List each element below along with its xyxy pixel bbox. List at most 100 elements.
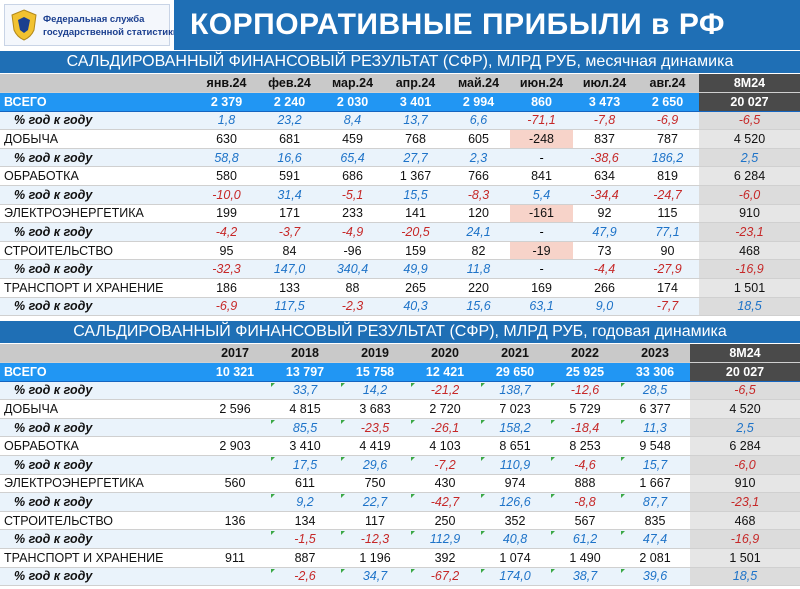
table-cell: 560 bbox=[200, 474, 270, 494]
table-cell: 159 bbox=[384, 241, 447, 261]
table-cell: 11,3 bbox=[620, 418, 690, 438]
table-cell: -1,5 bbox=[270, 529, 340, 550]
table-cell: 174,0 bbox=[480, 567, 550, 587]
table-cell: 134 bbox=[270, 511, 340, 531]
table-cell: 2 030 bbox=[321, 92, 384, 112]
table-cell: -96 bbox=[321, 241, 384, 261]
row-label: ЭЛЕКТРОЭНЕРГЕТИКА bbox=[0, 474, 200, 494]
table-cell: 1 196 bbox=[340, 548, 410, 568]
row-label: ДОБЫЧА bbox=[0, 399, 200, 419]
table-cell: 77,1 bbox=[636, 222, 699, 242]
table-cell: 95 bbox=[195, 241, 258, 261]
table-cell: 8 651 bbox=[480, 436, 550, 457]
table-cell: 841 bbox=[510, 166, 573, 187]
table-cell: 14,2 bbox=[340, 381, 410, 401]
table-cell: 2,5 bbox=[690, 418, 800, 438]
header: Федеральная служба государственной стати… bbox=[0, 0, 800, 50]
table-cell: -7,7 bbox=[636, 297, 699, 317]
table-cell: 11,8 bbox=[447, 259, 510, 280]
table-cell: 169 bbox=[510, 278, 573, 298]
table-cell: 468 bbox=[699, 241, 800, 261]
table-row: % год к году 33,7 14,2 -21,2 138,7 -12,6 28,5-… bbox=[0, 381, 800, 401]
table-cell: -38,6 bbox=[573, 148, 636, 168]
column-header: 2019 bbox=[340, 344, 410, 364]
table-row: ОБРАБОТКА 2 903 3 410 4 419 4 103 8 651 8 253 9… bbox=[0, 436, 800, 457]
table-cell: 20 027 bbox=[690, 362, 800, 382]
column-header: июн.24 bbox=[510, 74, 573, 94]
column-header: фев.24 bbox=[258, 74, 321, 94]
table-cell: 6 377 bbox=[620, 399, 690, 419]
table-cell: 63,1 bbox=[510, 297, 573, 317]
table-cell: -161 bbox=[510, 204, 573, 224]
table-cell: 837 bbox=[573, 129, 636, 149]
column-header: 2023 bbox=[620, 344, 690, 364]
table-cell: 887 bbox=[270, 548, 340, 568]
table-cell: 2 650 bbox=[636, 92, 699, 112]
monthly-table: янв.24 фев.24 мар.24 апр.24 май.24 июн.24 июл.… bbox=[0, 74, 800, 317]
table-cell: 199 bbox=[195, 204, 258, 224]
header-blank bbox=[0, 74, 195, 94]
table-cell: 5,4 bbox=[510, 185, 573, 205]
table-cell: 87,7 bbox=[620, 492, 690, 512]
table-cell: 120 bbox=[447, 204, 510, 224]
table-cell: - bbox=[510, 259, 573, 280]
table-cell: 4 520 bbox=[699, 129, 800, 149]
table-cell: 17,5 bbox=[270, 455, 340, 475]
column-header: июл.24 bbox=[573, 74, 636, 94]
table-cell: -4,4 bbox=[573, 259, 636, 280]
table-cell: 65,4 bbox=[321, 148, 384, 168]
table-cell: 1 490 bbox=[550, 548, 620, 568]
table-cell: 61,2 bbox=[550, 529, 620, 550]
table-cell: 115 bbox=[636, 204, 699, 224]
table-cell: -12,6 bbox=[550, 381, 620, 401]
table-cell: 40,3 bbox=[384, 297, 447, 317]
table-cell: 29,6 bbox=[340, 455, 410, 475]
table-cell: 58,8 bbox=[195, 148, 258, 168]
table-cell: 12 421 bbox=[410, 362, 480, 382]
table-cell: 888 bbox=[550, 474, 620, 494]
table-cell: -21,2 bbox=[410, 381, 480, 401]
table-row: ТРАНСПОРТ И ХРАНЕНИЕ 186 133 88 265 220 169 266… bbox=[0, 278, 800, 298]
table-cell: -8,8 bbox=[550, 492, 620, 512]
table-row: % год к году -4,2 -3,7 -4,9 -20,5 24,1-47,9 77… bbox=[0, 222, 800, 242]
table-cell: 686 bbox=[321, 166, 384, 187]
table-cell: 2 240 bbox=[258, 92, 321, 112]
table-cell: 10 321 bbox=[200, 362, 270, 382]
table-cell: 186,2 bbox=[636, 148, 699, 168]
table-row: ВСЕГО 10 321 13 797 15 758 12 421 29 650 25 92… bbox=[0, 362, 800, 382]
table-cell: - bbox=[510, 148, 573, 168]
table-row: % год к году -2,6 34,7 -67,2 174,0 38,7 39,6 18… bbox=[0, 567, 800, 587]
table-cell: 2 379 bbox=[195, 92, 258, 112]
table-cell: -32,3 bbox=[195, 259, 258, 280]
row-label: % год к году bbox=[0, 185, 195, 205]
table-cell: 567 bbox=[550, 511, 620, 531]
table-cell: -42,7 bbox=[410, 492, 480, 512]
table-cell: 40,8 bbox=[480, 529, 550, 550]
table-cell: -12,3 bbox=[340, 529, 410, 550]
table-cell: 392 bbox=[410, 548, 480, 568]
row-label: ВСЕГО bbox=[0, 362, 200, 382]
table-row: % год к году -32,3 147,0 340,4 49,9 11,8- -4,4… bbox=[0, 259, 800, 280]
table-cell: 468 bbox=[690, 511, 800, 531]
table-cell: 16,6 bbox=[258, 148, 321, 168]
table-row: % год к году 1,8 23,2 8,4 13,7 6,6 -71,1 -7,8 -6… bbox=[0, 111, 800, 131]
table-row: ЭЛЕКТРОЭНЕРГЕТИКА 199 171 233 141 120 -161 92 11… bbox=[0, 204, 800, 224]
table-cell: -4,9 bbox=[321, 222, 384, 242]
table-cell: -2,6 bbox=[270, 567, 340, 587]
table-cell: 265 bbox=[384, 278, 447, 298]
table-cell: 73 bbox=[573, 241, 636, 261]
table-cell: -6,9 bbox=[195, 297, 258, 317]
yearly-header-row: 2017 2018 2019 2020 2021 2022 2023 8М24 bbox=[0, 344, 800, 364]
table-cell: 90 bbox=[636, 241, 699, 261]
table-cell: -2,3 bbox=[321, 297, 384, 317]
table-cell: 750 bbox=[340, 474, 410, 494]
table-row: ЭЛЕКТРОЭНЕРГЕТИКА 560 611 750 430 974 888 1 667… bbox=[0, 474, 800, 494]
table-cell: 233 bbox=[321, 204, 384, 224]
table-cell: -23,5 bbox=[340, 418, 410, 438]
table-cell: -23,1 bbox=[690, 492, 800, 512]
column-header: 8М24 bbox=[699, 74, 800, 94]
column-header: авг.24 bbox=[636, 74, 699, 94]
table-cell: 4 815 bbox=[270, 399, 340, 419]
table-cell: 6,6 bbox=[447, 111, 510, 131]
table-cell: 13 797 bbox=[270, 362, 340, 382]
